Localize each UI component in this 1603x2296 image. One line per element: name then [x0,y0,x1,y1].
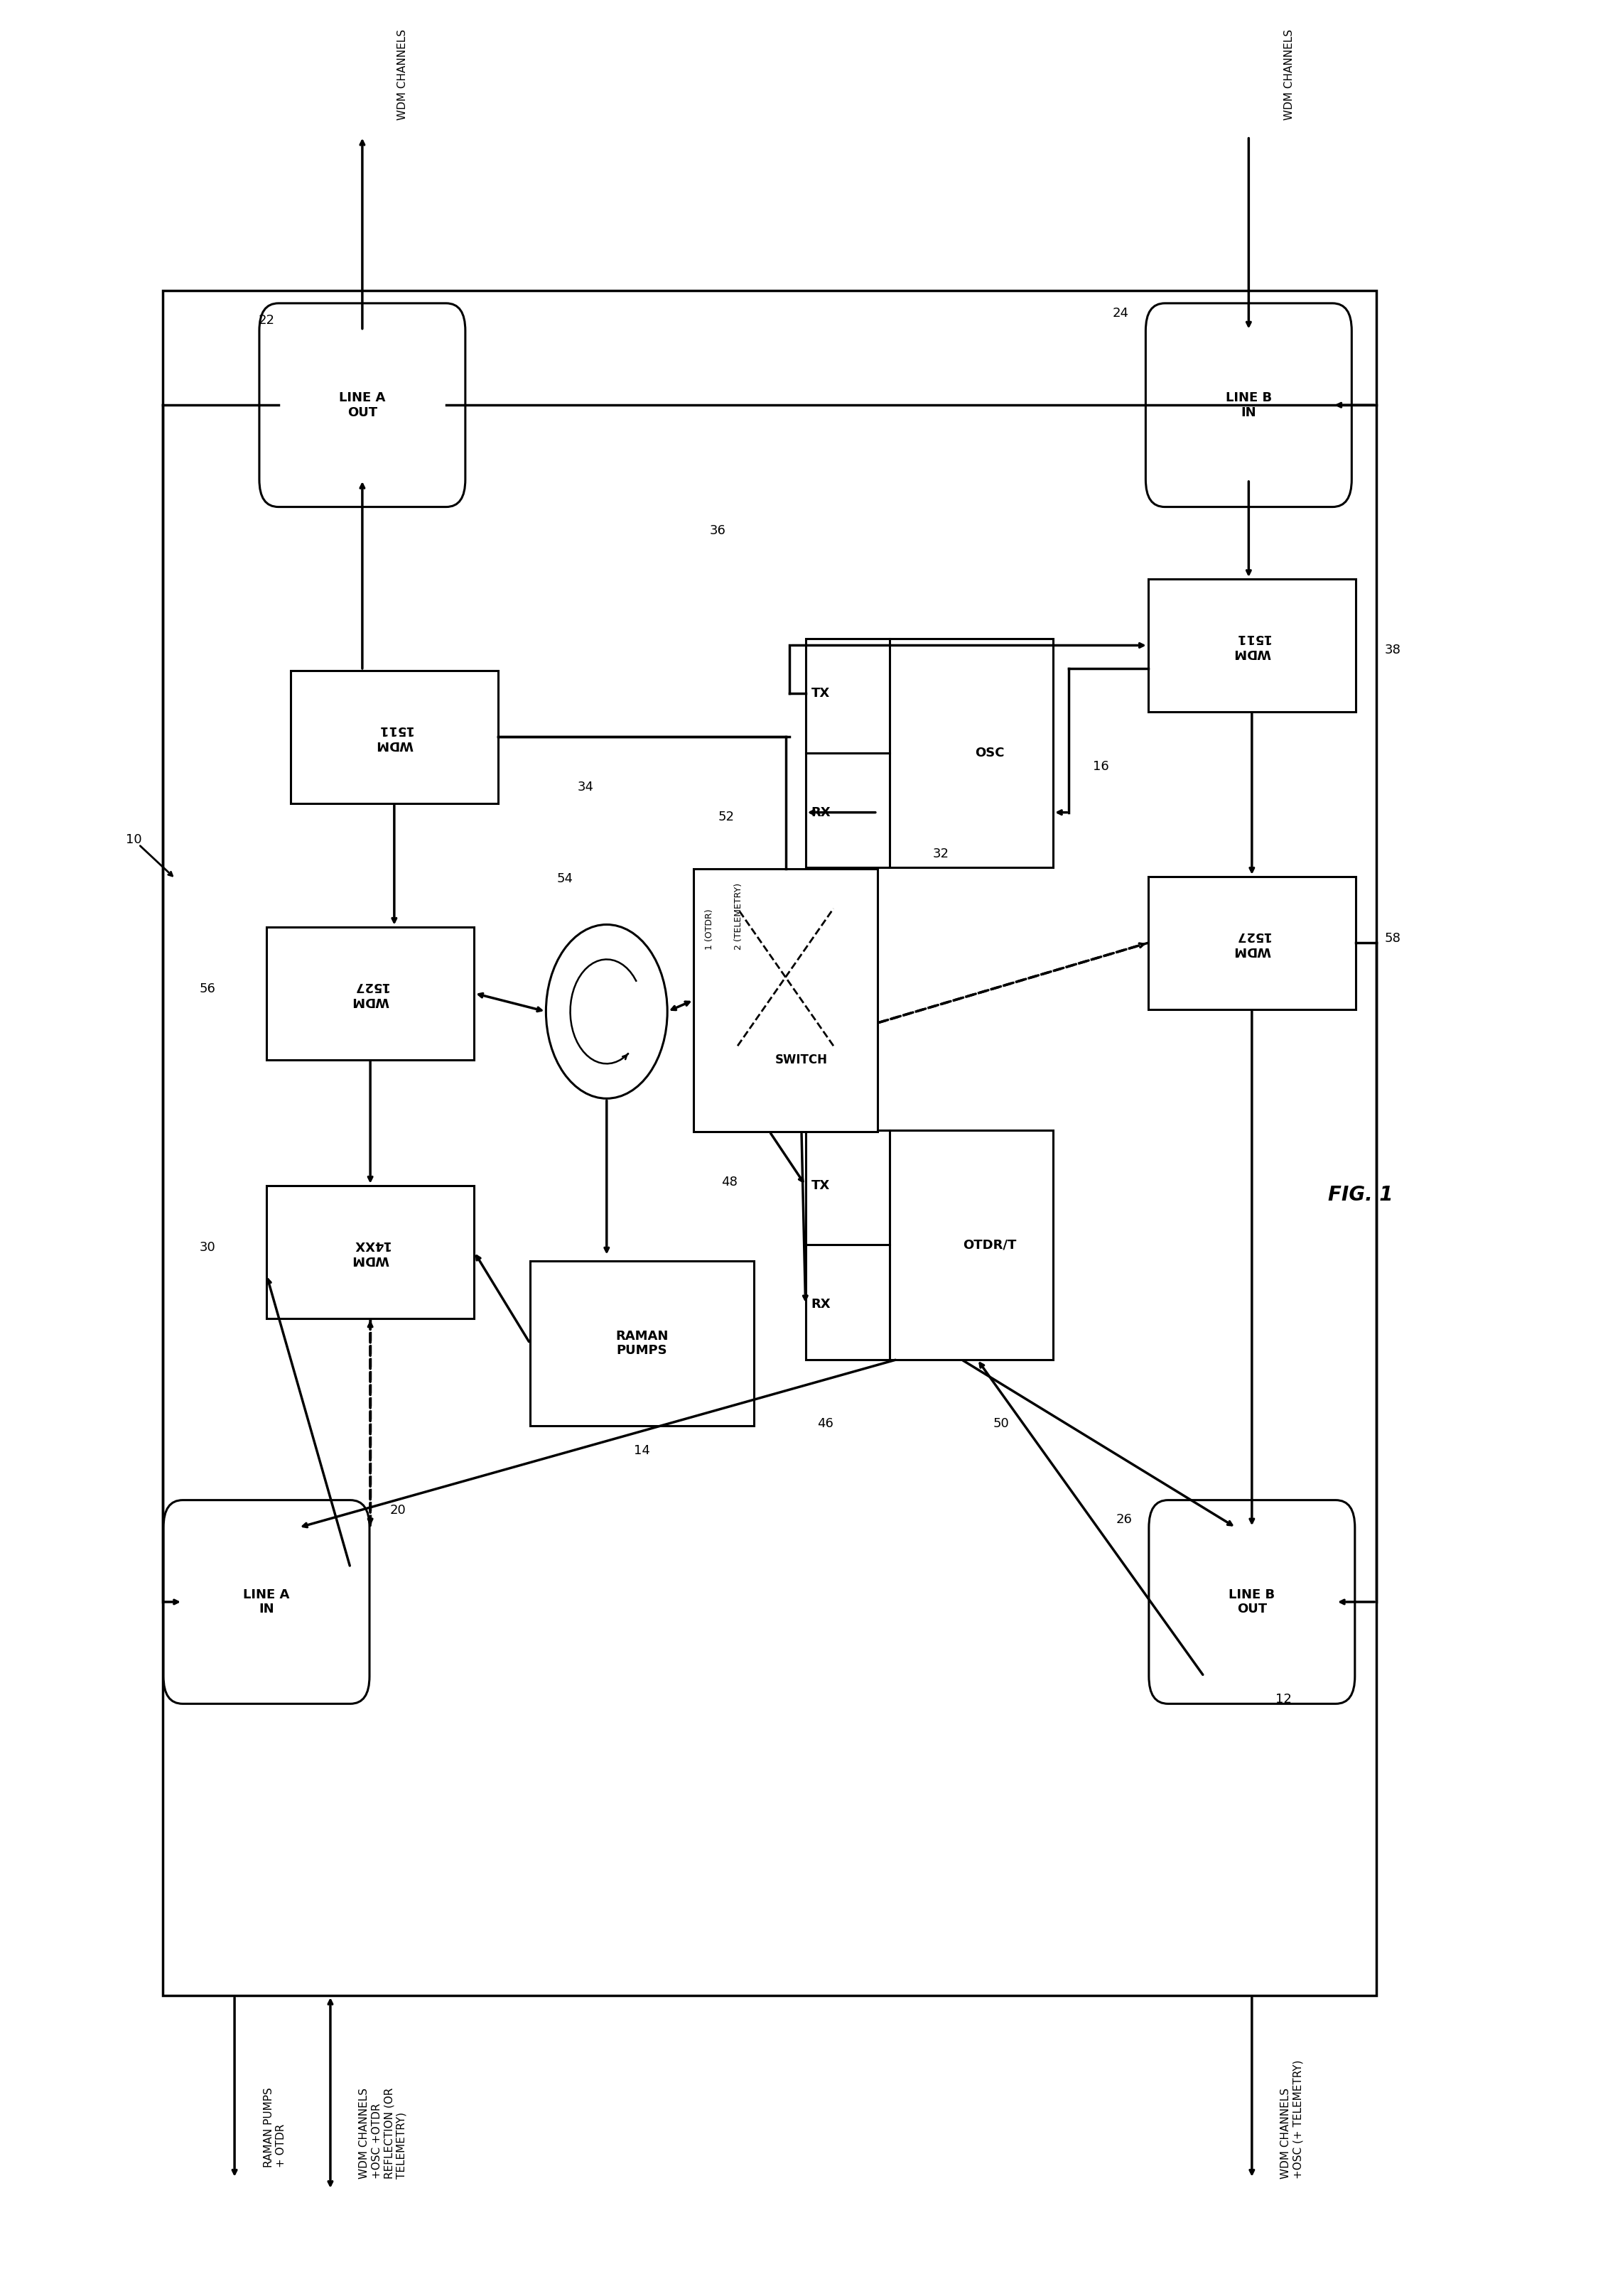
Bar [531,1261,753,1426]
Text: 36: 36 [710,523,726,537]
Text: RX: RX [811,1297,830,1311]
Text: 38: 38 [1385,643,1401,657]
Bar [290,670,499,804]
Text: 14: 14 [633,1444,649,1458]
Text: LINE B
OUT: LINE B OUT [1230,1589,1274,1616]
Text: WDM
1527: WDM 1527 [1233,930,1271,957]
Bar [266,928,474,1058]
Text: 58: 58 [1385,932,1401,944]
Text: WDM CHANNELS: WDM CHANNELS [398,30,409,119]
Text: 34: 34 [577,781,595,794]
Text: 1 (OTDR): 1 (OTDR) [705,909,715,951]
Text: LINE A
OUT: LINE A OUT [340,390,386,418]
Text: 46: 46 [818,1417,834,1430]
Text: WDM CHANNELS
+OSC +OTDR
REFLECTION (OR
TELEMETRY): WDM CHANNELS +OSC +OTDR REFLECTION (OR T… [359,2087,407,2179]
Text: WDM CHANNELS
+OSC (+ TELEMETRY): WDM CHANNELS +OSC (+ TELEMETRY) [1281,2060,1303,2179]
Text: WDM
1511: WDM 1511 [375,723,414,751]
Text: 12: 12 [1276,1692,1292,1706]
Text: WDM
1511: WDM 1511 [1233,631,1271,659]
Text: 16: 16 [1093,760,1109,774]
Bar [694,868,877,1132]
Text: 52: 52 [718,810,734,824]
Text: 26: 26 [1116,1513,1132,1527]
Bar [1148,877,1356,1010]
FancyBboxPatch shape [164,1499,369,1704]
Text: RAMAN PUMPS
+ OTDR: RAMAN PUMPS + OTDR [263,2087,287,2167]
Text: TX: TX [811,687,830,700]
Text: 30: 30 [199,1240,215,1254]
FancyBboxPatch shape [1146,303,1351,507]
Text: OSC: OSC [975,746,1005,760]
Text: WDM
14XX: WDM 14XX [351,1238,390,1265]
Bar [162,292,1377,1995]
Bar [805,1130,1053,1359]
Text: OTDR/T: OTDR/T [963,1238,1016,1251]
Text: SWITCH: SWITCH [776,1054,827,1065]
Bar [1148,579,1356,712]
Text: 54: 54 [556,872,574,886]
Text: 32: 32 [933,847,949,861]
FancyBboxPatch shape [1149,1499,1355,1704]
Text: 56: 56 [199,983,215,994]
Text: FIG. 1: FIG. 1 [1327,1185,1393,1205]
Text: TX: TX [811,1180,830,1192]
Text: LINE A
IN: LINE A IN [244,1589,290,1616]
FancyBboxPatch shape [260,303,465,507]
Text: WDM CHANNELS: WDM CHANNELS [1284,30,1295,119]
Text: 22: 22 [258,315,274,326]
Text: 50: 50 [992,1417,1010,1430]
Text: 10: 10 [127,833,143,847]
Text: RX: RX [811,806,830,820]
Text: WDM
1527: WDM 1527 [351,980,390,1008]
Text: RAMAN
PUMPS: RAMAN PUMPS [616,1329,668,1357]
Text: 48: 48 [721,1176,737,1189]
Bar [805,638,1053,868]
Bar [266,1185,474,1318]
Text: 20: 20 [390,1504,406,1518]
Text: 2 (TELEMETRY): 2 (TELEMETRY) [734,884,744,951]
Text: 24: 24 [1112,308,1129,319]
Text: LINE B
IN: LINE B IN [1226,390,1271,418]
